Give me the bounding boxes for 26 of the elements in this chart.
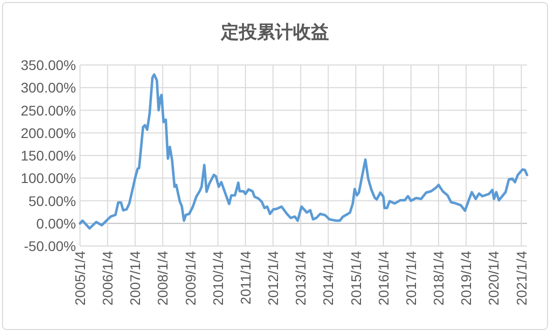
x-tick-label: 2016/1/4 <box>375 250 392 306</box>
x-tick-label: 2017/1/4 <box>403 250 419 306</box>
x-tick-label: 2008/1/4 <box>154 250 171 306</box>
y-tick-label: 300.00% <box>20 80 76 96</box>
x-tick-label: 2020/1/4 <box>486 250 502 306</box>
x-tick-label: 2013/1/4 <box>292 250 309 306</box>
x-tick-label: 2018/1/4 <box>430 250 447 306</box>
x-tick-label: 2015/1/4 <box>348 250 364 306</box>
y-tick-label: 200.00% <box>20 124 76 141</box>
x-tick-label: 2009/1/4 <box>182 250 198 306</box>
y-tick-label: 0.00% <box>36 215 76 232</box>
y-tick-label: 50.00% <box>28 192 76 209</box>
x-tick-label: 2012/1/4 <box>265 250 282 306</box>
x-tick-label: 2006/1/4 <box>100 250 116 306</box>
y-tick-label: 100.00% <box>20 170 76 186</box>
y-tick-label: 250.00% <box>20 102 76 118</box>
x-tick-label: 2010/1/4 <box>210 250 226 306</box>
y-tick-label: 150.00% <box>20 148 76 164</box>
x-tick-label: 2021/1/4 <box>513 250 530 306</box>
chart-title: 定投累计收益 <box>220 22 329 42</box>
x-tick-label: 2011/1/4 <box>237 250 254 304</box>
y-tick-label: 350.00% <box>20 57 76 73</box>
x-tick-label: 2007/1/4 <box>127 250 144 306</box>
x-tick-label: 2014/1/4 <box>320 250 336 306</box>
x-tick-label: 2019/1/4 <box>458 250 474 306</box>
line-series <box>78 73 528 230</box>
